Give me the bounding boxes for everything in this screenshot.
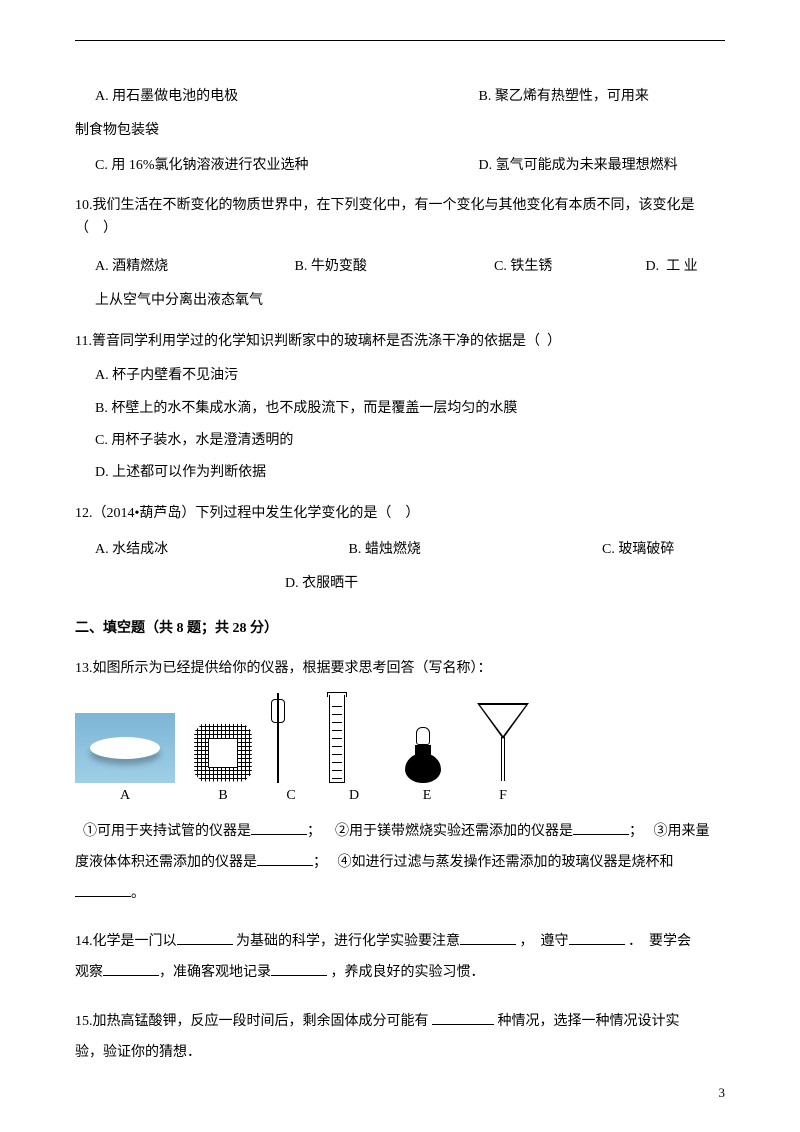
blank[interactable] [569, 931, 625, 945]
blank[interactable] [573, 821, 629, 835]
apparatus-a-dish [75, 713, 175, 783]
q9-opt-a: A. 用石墨做电池的电极 [95, 86, 475, 108]
q11: 11.箐音同学利用学过的化学知识判断家中的玻璃杯是否洗涤干净的依据是（ ） A.… [75, 331, 725, 485]
q14-a: 14.化学是一门以 [75, 934, 177, 949]
q12-opt-d: D. 衣服晒干 [285, 573, 358, 595]
q13: 13.如图所示为已经提供给你的仪器，根据要求思考回答（写名称）： A B C D… [75, 658, 725, 909]
blank[interactable] [271, 962, 327, 976]
q12: 12.（2014•葫芦岛）下列过程中发生化学变化的是（ ） A. 水结成冰 B.… [75, 503, 725, 596]
q14-e: 观察 [75, 965, 103, 980]
q11-stem: 11.箐音同学利用学过的化学知识判断家中的玻璃杯是否洗涤干净的依据是（ ） [75, 331, 725, 353]
blank[interactable] [75, 883, 131, 897]
label-a: A [75, 785, 175, 807]
apparatus-b-mesh [193, 723, 253, 783]
q9-options: A. 用石墨做电池的电极 B. 聚乙烯有热塑性，可用来 制食物包装袋 C. 用 … [75, 86, 725, 177]
q11-opt-b: B. 杯壁上的水不集成水滴，也不成股流下，而是覆盖一层均匀的水膜 [95, 398, 725, 420]
apparatus-d-cylinder [329, 695, 379, 783]
q14-g: ，养成良好的实验习惯． [327, 965, 485, 980]
q15-a: 15.加热高锰酸钾，反应一段时间后，剩余固体成分可能有 [75, 1014, 432, 1029]
apparatus-f-funnel [475, 703, 531, 783]
q14: 14.化学是一门以 为基础的科学，进行化学实验要注意 ， 遵守 ． 要学会 观察… [75, 927, 725, 989]
q11-opt-d: D. 上述都可以作为判断依据 [95, 462, 725, 484]
q10-opt-d: D. 工 业 [646, 256, 698, 278]
q9-opt-c: C. 用 16%氯化钠溶液进行农业选种 [95, 155, 475, 177]
q14-c: ， 遵守 [516, 934, 569, 949]
q11-opt-a: A. 杯子内壁看不见油污 [95, 365, 725, 387]
blank[interactable] [251, 821, 307, 835]
q13-labels-row: A B C D E F [75, 785, 725, 807]
apparatus-e-lamp [397, 715, 457, 783]
q13-apparatus-row [75, 693, 725, 783]
q10-opt-b: B. 牛奶变酸 [295, 256, 491, 278]
q13-p3: 。 [131, 886, 145, 901]
q12-opt-c: C. 玻璃破碎 [602, 539, 674, 561]
section-2-title: 二、填空题（共 8 题；共 28 分） [75, 618, 725, 640]
q15: 15.加热高锰酸钾，反应一段时间后，剩余固体成分可能有 种情况，选择一种情况设计… [75, 1007, 725, 1069]
page-number: 3 [719, 1083, 726, 1104]
q14-b: 为基础的科学，进行化学实验要注意 [233, 934, 461, 949]
q13-p2b: ； ④如进行过滤与蒸发操作还需添加的玻璃仪器是烧杯和 [313, 855, 674, 870]
label-f: F [475, 785, 531, 807]
q10-stem: 10.我们生活在不断变化的物质世界中，在下列变化中，有一个变化与其他变化有本质不… [75, 195, 725, 240]
q9-opt-b-cont: 制食物包装袋 [75, 120, 725, 142]
q9-opt-d: D. 氢气可能成为未来最理想燃料 [479, 155, 678, 177]
header-rule [75, 40, 725, 41]
q13-stem: 13.如图所示为已经提供给你的仪器，根据要求思考回答（写名称）： [75, 658, 725, 680]
q11-opt-c: C. 用杯子装水，水是澄清透明的 [95, 430, 725, 452]
apparatus-c-holder [271, 693, 311, 783]
q13-p1b: ； ②用于镁带燃烧实验还需添加的仪器是 [307, 824, 573, 839]
label-c: C [271, 785, 311, 807]
label-d: D [329, 785, 379, 807]
q10: 10.我们生活在不断变化的物质世界中，在下列变化中，有一个变化与其他变化有本质不… [75, 195, 725, 313]
q12-opt-a: A. 水结成冰 [95, 539, 345, 561]
q9-opt-b: B. 聚乙烯有热塑性，可用来 [479, 86, 649, 108]
blank[interactable] [257, 852, 313, 866]
q12-opt-b: B. 蜡烛燃烧 [349, 539, 599, 561]
q13-p1a: ①可用于夹持试管的仪器是 [83, 824, 251, 839]
q10-opt-d-cont: 上从空气中分离出液态氧气 [95, 290, 725, 312]
blank[interactable] [432, 1011, 494, 1025]
q10-opt-a: A. 酒精燃烧 [95, 256, 291, 278]
q10-opt-c: C. 铁生锈 [494, 256, 642, 278]
q14-d: ． 要学会 [625, 934, 692, 949]
blank[interactable] [103, 962, 159, 976]
q13-fill-text: ①可用于夹持试管的仪器是 ； ②用于镁带燃烧实验还需添加的仪器是 ； ③用来量 度液… [75, 817, 725, 909]
q15-b: 种情况，选择一种情况设计实 [494, 1014, 680, 1029]
q13-p1c: ； ③用来量 [629, 824, 710, 839]
blank[interactable] [177, 931, 233, 945]
q14-f: ，准确客观地记录 [159, 965, 271, 980]
q13-p2a: 度液体体积还需添加的仪器是 [75, 855, 257, 870]
q15-c: 验，验证你的猜想． [75, 1045, 201, 1060]
q12-stem: 12.（2014•葫芦岛）下列过程中发生化学变化的是（ ） [75, 503, 725, 525]
blank[interactable] [460, 931, 516, 945]
label-b: B [193, 785, 253, 807]
label-e: E [397, 785, 457, 807]
